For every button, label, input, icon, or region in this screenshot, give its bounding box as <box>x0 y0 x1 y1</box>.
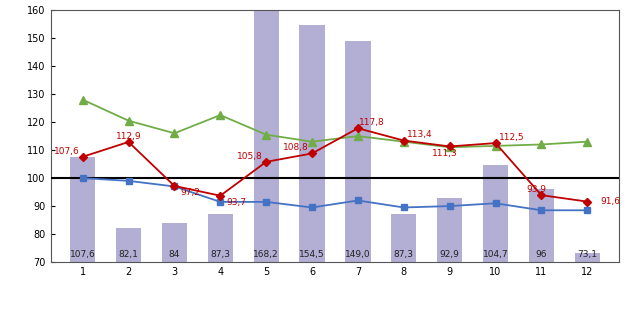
Text: 112,5: 112,5 <box>499 133 525 142</box>
Text: 113,4: 113,4 <box>407 130 433 139</box>
2013 <box>583 140 591 144</box>
2015 <box>583 200 591 204</box>
Bar <box>483 165 508 336</box>
2014 <box>308 206 316 210</box>
Line: 2015: 2015 <box>80 125 590 205</box>
2015 <box>538 193 545 197</box>
2014 <box>171 184 178 188</box>
Legend: К аналогу предыдущего года, 2015, 2014, 2013: К аналогу предыдущего года, 2015, 2014, … <box>139 334 531 336</box>
Bar <box>437 198 462 336</box>
Text: 84: 84 <box>169 250 180 259</box>
Bar <box>70 157 95 336</box>
Text: 93,9: 93,9 <box>527 185 547 194</box>
2013 <box>354 134 362 138</box>
2015 <box>79 155 87 159</box>
Bar <box>162 223 187 336</box>
2014 <box>538 208 545 212</box>
Text: 92,9: 92,9 <box>440 250 459 259</box>
2013 <box>492 144 499 148</box>
Bar <box>345 41 370 336</box>
Bar <box>116 228 141 336</box>
Text: 93,7: 93,7 <box>226 198 246 207</box>
Bar <box>208 214 233 336</box>
2013 <box>217 113 224 117</box>
2015 <box>446 144 453 149</box>
2014 <box>125 179 132 183</box>
Line: 2014: 2014 <box>80 175 590 213</box>
Text: 87,3: 87,3 <box>210 250 230 259</box>
Bar <box>574 253 600 336</box>
Text: 82,1: 82,1 <box>119 250 138 259</box>
2015 <box>400 138 408 142</box>
Text: 107,6: 107,6 <box>70 250 95 259</box>
Line: 2013: 2013 <box>78 95 592 152</box>
Bar <box>529 189 554 336</box>
2013 <box>262 133 270 137</box>
2013 <box>446 145 453 149</box>
Text: 168,2: 168,2 <box>253 250 279 259</box>
Text: 108,8: 108,8 <box>283 143 309 152</box>
2015 <box>492 141 499 145</box>
2014 <box>79 176 87 180</box>
2014 <box>354 199 362 203</box>
Text: 154,5: 154,5 <box>299 250 325 259</box>
2015 <box>262 160 270 164</box>
2014 <box>492 201 499 205</box>
2013 <box>125 119 132 123</box>
Bar <box>391 214 416 336</box>
2014 <box>400 206 408 210</box>
Text: 97,2: 97,2 <box>181 188 200 198</box>
2013 <box>79 98 87 102</box>
Text: 73,1: 73,1 <box>577 250 597 259</box>
2015 <box>125 140 132 144</box>
Text: 111,3: 111,3 <box>432 149 458 158</box>
Text: 149,0: 149,0 <box>345 250 371 259</box>
2015 <box>354 126 362 130</box>
Text: 104,7: 104,7 <box>483 250 508 259</box>
2014 <box>583 208 591 212</box>
Text: 96: 96 <box>536 250 547 259</box>
2013 <box>171 131 178 135</box>
Bar <box>253 0 279 336</box>
2013 <box>308 140 316 144</box>
2015 <box>171 184 178 188</box>
2015 <box>217 194 224 198</box>
Bar <box>300 26 325 336</box>
Text: 112,9: 112,9 <box>116 132 142 141</box>
Text: 91,6: 91,6 <box>600 197 620 206</box>
Text: 117,8: 117,8 <box>359 118 384 127</box>
Text: 107,6: 107,6 <box>54 147 80 156</box>
2014 <box>446 204 453 208</box>
2013 <box>400 140 408 144</box>
2014 <box>217 200 224 204</box>
Text: 105,8: 105,8 <box>237 152 263 161</box>
2015 <box>308 152 316 156</box>
2014 <box>262 200 270 204</box>
2013 <box>538 142 545 146</box>
Text: 87,3: 87,3 <box>394 250 414 259</box>
